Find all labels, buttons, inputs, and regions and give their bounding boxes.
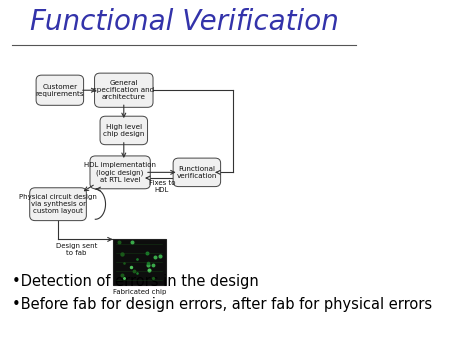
Text: HDL implementation
(logic design)
at RTL level: HDL implementation (logic design) at RTL… <box>84 162 156 183</box>
FancyBboxPatch shape <box>113 239 166 285</box>
FancyBboxPatch shape <box>36 75 84 105</box>
FancyBboxPatch shape <box>90 156 150 189</box>
Text: Design sent
to fab: Design sent to fab <box>56 243 97 257</box>
Text: High level
chip design: High level chip design <box>103 124 144 137</box>
Text: Fabricated chip: Fabricated chip <box>112 289 166 295</box>
Text: General
specification and
architecture: General specification and architecture <box>93 80 154 100</box>
Text: Physical circuit design
via synthesis or
custom layout: Physical circuit design via synthesis or… <box>19 194 97 214</box>
FancyBboxPatch shape <box>94 73 153 107</box>
FancyBboxPatch shape <box>30 188 86 221</box>
Text: Customer
requirements: Customer requirements <box>36 84 84 97</box>
FancyBboxPatch shape <box>173 158 220 187</box>
Text: •Detection of errors in the design: •Detection of errors in the design <box>12 274 259 289</box>
FancyBboxPatch shape <box>100 116 148 145</box>
Text: Functional Verification: Functional Verification <box>30 7 338 35</box>
Text: Fixes to
HDL: Fixes to HDL <box>148 180 175 193</box>
Text: Functional
verification: Functional verification <box>177 166 217 179</box>
Text: •Before fab for design errors, after fab for physical errors: •Before fab for design errors, after fab… <box>12 297 432 312</box>
